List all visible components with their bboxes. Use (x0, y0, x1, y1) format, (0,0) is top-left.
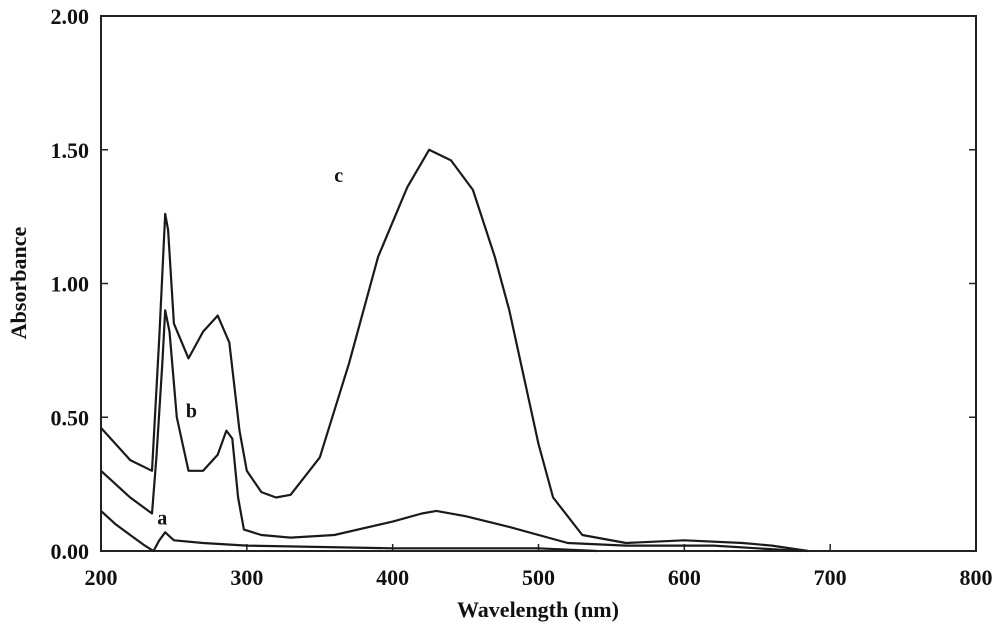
x-tick-label: 500 (522, 565, 555, 590)
plot-frame (100, 15, 977, 552)
x-axis-ticks: 200 300 400 500 600 700 800 (85, 544, 993, 590)
y-axis-title: Absorbance (6, 227, 31, 340)
y-axis-ticks: 0.00 0.50 1.00 1.50 2.00 (51, 4, 976, 564)
y-tick-label: 0.00 (51, 539, 90, 564)
curve-label-b: b (186, 400, 197, 422)
curve-c (100, 148, 809, 553)
curve-a (100, 510, 597, 553)
spectrum-curves (100, 148, 809, 553)
x-tick-label: 400 (376, 565, 409, 590)
x-tick-label: 800 (960, 565, 993, 590)
y-tick-label: 2.00 (51, 4, 90, 29)
curve-annotations: a b c (157, 165, 343, 529)
x-tick-label: 200 (85, 565, 118, 590)
y-tick-label: 1.00 (51, 272, 90, 297)
x-tick-label: 600 (668, 565, 701, 590)
x-tick-label: 700 (814, 565, 847, 590)
curve-label-a: a (157, 507, 167, 529)
x-tick-label: 300 (230, 565, 263, 590)
curve-label-c: c (334, 165, 343, 187)
curve-b (100, 309, 802, 553)
x-axis-title: Wavelength (nm) (457, 597, 619, 622)
y-tick-label: 0.50 (51, 405, 90, 430)
y-tick-label: 1.50 (51, 138, 90, 163)
